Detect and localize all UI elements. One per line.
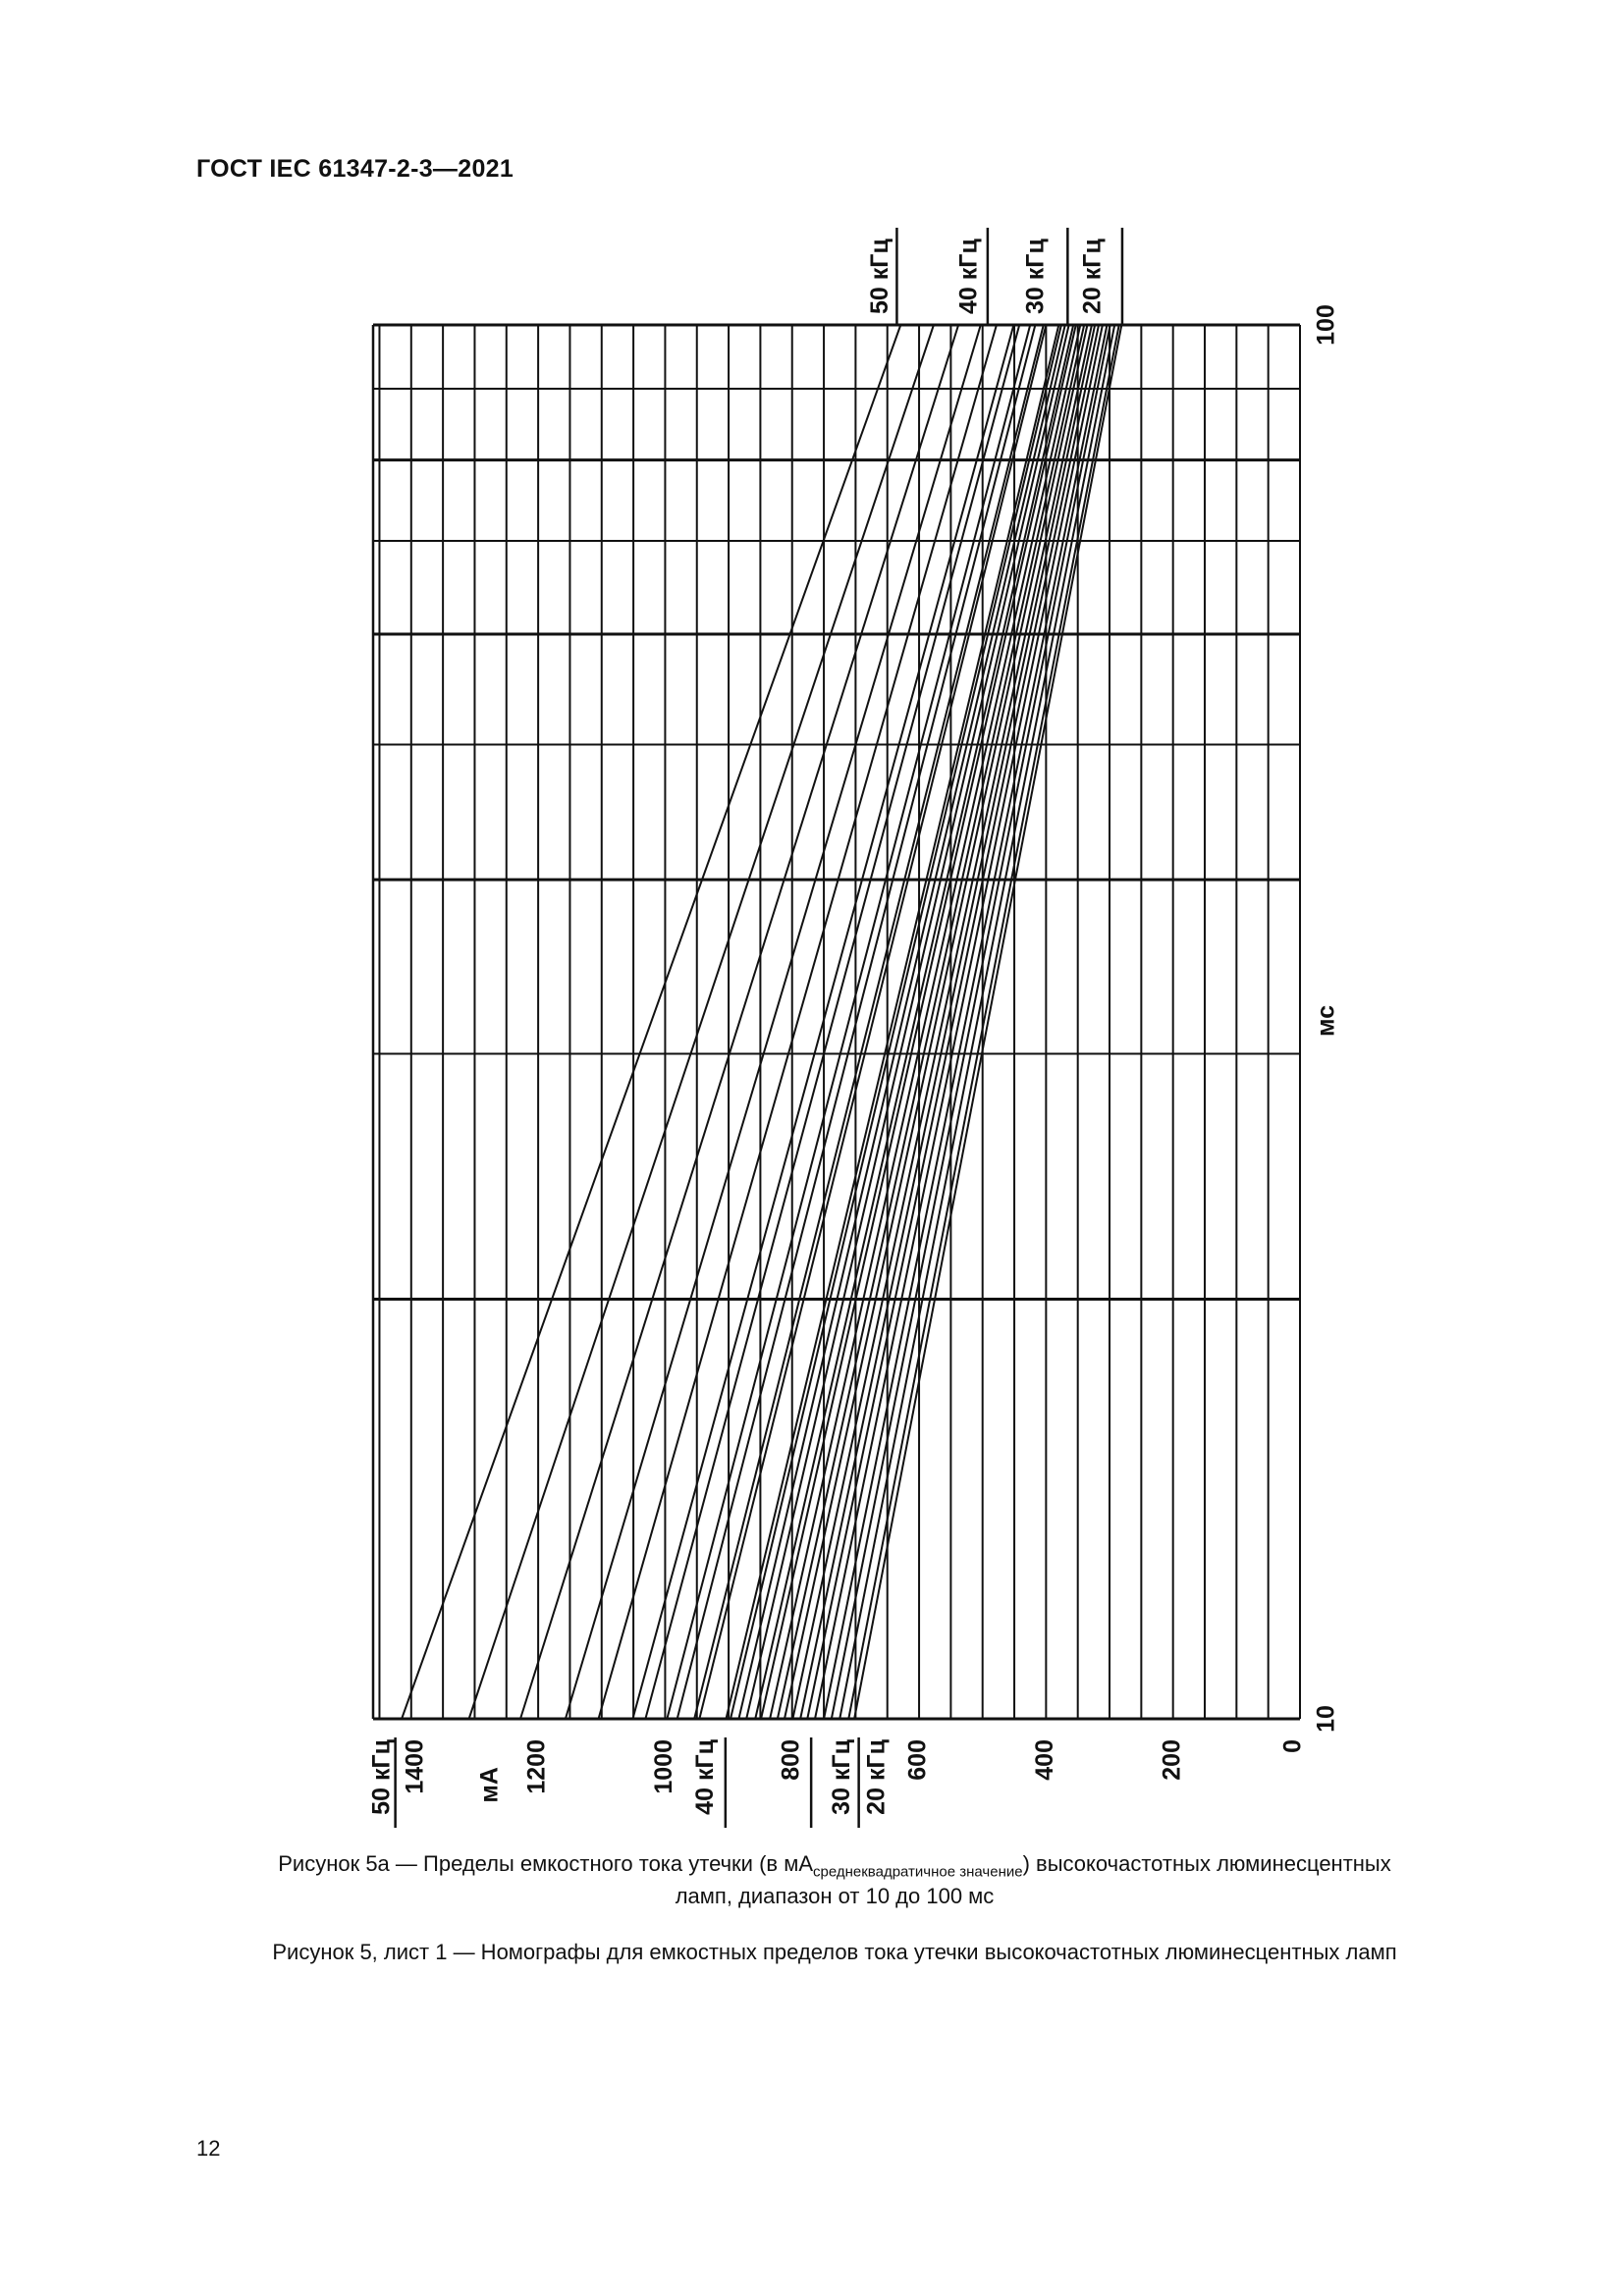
- nomograph-line: [745, 324, 1070, 1720]
- nomograph-line: [597, 324, 998, 1720]
- x-tick-label: 1200: [523, 1739, 551, 1794]
- caption-suffix: ) высокочастотных люминесцентных: [1022, 1851, 1391, 1876]
- page-number: 12: [196, 2136, 221, 2161]
- nomograph-line: [401, 324, 902, 1720]
- nomograph-line: [806, 324, 1101, 1720]
- nomograph-line: [830, 324, 1111, 1720]
- nomograph-line: [666, 324, 1032, 1720]
- nomograph-line: [737, 324, 1066, 1720]
- x-tick-label: 1000: [650, 1739, 677, 1794]
- nomograph-line: [814, 324, 1104, 1720]
- nomograph-line: [519, 324, 960, 1720]
- caption-line2: ламп, диапазон от 10 до 100 мс: [675, 1884, 995, 1909]
- sheet-caption: Рисунок 5, лист 1 — Номографы для емкост…: [272, 1940, 1397, 1964]
- nomograph-line: [760, 324, 1077, 1720]
- x-axis-unit-label: мА: [476, 1767, 504, 1803]
- top-frequency-label: 50 кГц: [866, 239, 893, 314]
- nomograph-line: [730, 324, 1062, 1720]
- nomograph-line: [791, 324, 1093, 1720]
- nomograph-line: [799, 324, 1097, 1720]
- nomograph-line: [725, 324, 1060, 1720]
- nomograph-line: [676, 324, 1037, 1720]
- bottom-frequency-label: 20 кГц: [863, 1738, 891, 1814]
- nomograph-line: [823, 324, 1109, 1720]
- top-frequency-label: 20 кГц: [1078, 239, 1106, 314]
- bottom-frequency-label: 50 кГц: [367, 1738, 395, 1814]
- nomograph-line: [839, 324, 1116, 1720]
- y-tick-label: 10: [1313, 1705, 1340, 1733]
- caption-prefix: Рисунок 5а — Пределы емкостного тока уте…: [278, 1851, 814, 1876]
- y-tick-label: 100: [1313, 304, 1340, 346]
- document-header: ГОСТ IEC 61347-2-3—2021: [196, 155, 514, 183]
- nomograph-line: [698, 324, 1048, 1720]
- x-tick-label: 800: [777, 1739, 804, 1781]
- y-axis-unit-label: мс: [1313, 1005, 1340, 1037]
- top-frequency-label: 30 кГц: [1021, 239, 1049, 314]
- nomograph-line: [784, 324, 1089, 1720]
- nomograph-line: [754, 324, 1075, 1720]
- x-tick-label: 1400: [401, 1739, 428, 1794]
- bottom-frequency-label: 40 кГц: [691, 1738, 719, 1814]
- x-tick-label: 400: [1031, 1739, 1058, 1781]
- nomograph-line: [564, 324, 982, 1720]
- nomograph-line: [769, 324, 1082, 1720]
- caption-subscript: среднеквадратичное значение: [813, 1863, 1023, 1881]
- x-tick-label: 600: [904, 1739, 932, 1781]
- bottom-frequency-label: 30 кГц: [828, 1738, 855, 1814]
- nomograph-line: [847, 324, 1120, 1720]
- nomograph-line: [467, 324, 935, 1720]
- nomograph-line: [644, 324, 1021, 1720]
- nomograph-line: [853, 324, 1123, 1720]
- nomograph-line: [693, 324, 1045, 1720]
- nomograph-line: [631, 324, 1015, 1720]
- x-tick-label: 0: [1279, 1739, 1307, 1753]
- x-tick-label: 200: [1158, 1739, 1185, 1781]
- top-frequency-label: 40 кГц: [954, 239, 982, 314]
- nomograph-line: [776, 324, 1086, 1720]
- figure-caption: Рисунок 5а — Пределы емкостного тока уте…: [147, 1851, 1522, 1908]
